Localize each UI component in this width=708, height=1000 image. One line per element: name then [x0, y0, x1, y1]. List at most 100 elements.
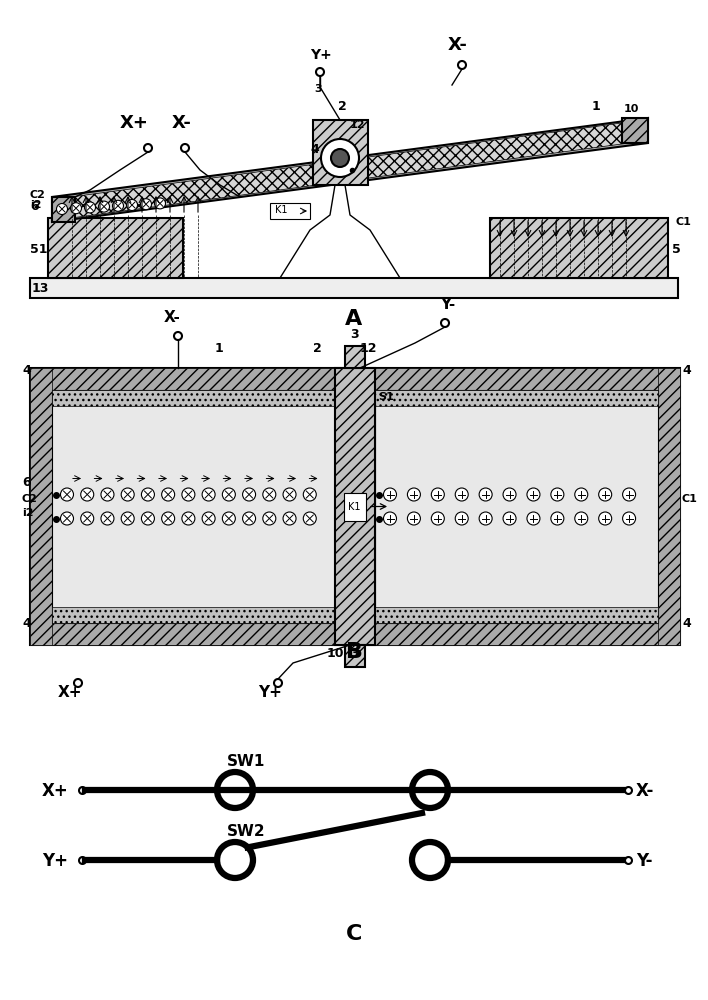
Circle shape	[412, 842, 448, 878]
Circle shape	[222, 488, 235, 501]
Text: X+: X+	[42, 782, 69, 800]
Polygon shape	[52, 197, 75, 222]
Text: 4: 4	[22, 364, 30, 377]
Bar	[270, 203, 310, 219]
Circle shape	[384, 488, 396, 501]
Circle shape	[303, 488, 316, 501]
Circle shape	[575, 512, 588, 525]
Circle shape	[431, 512, 445, 525]
Bar	[52, 390, 335, 406]
Circle shape	[551, 512, 564, 525]
Circle shape	[101, 512, 114, 525]
Circle shape	[142, 488, 154, 501]
Text: 12: 12	[350, 120, 365, 130]
Circle shape	[71, 203, 81, 214]
Bar	[52, 390, 335, 623]
Bar	[345, 346, 365, 368]
Circle shape	[121, 488, 135, 501]
Circle shape	[202, 488, 215, 501]
Circle shape	[202, 512, 215, 525]
Bar	[48, 218, 183, 278]
Circle shape	[384, 512, 396, 525]
Circle shape	[181, 144, 189, 152]
Text: 5: 5	[672, 243, 681, 256]
Text: 4: 4	[682, 617, 691, 630]
Circle shape	[127, 200, 137, 211]
Circle shape	[84, 202, 96, 213]
Bar	[30, 278, 678, 298]
Text: X-: X-	[448, 36, 468, 54]
Circle shape	[142, 512, 154, 525]
Text: C1: C1	[676, 217, 692, 227]
Bar	[52, 607, 335, 623]
Circle shape	[458, 61, 466, 69]
Circle shape	[551, 488, 564, 501]
Circle shape	[412, 772, 448, 808]
Text: i2: i2	[22, 508, 33, 518]
Text: B: B	[346, 642, 362, 662]
Circle shape	[217, 772, 253, 808]
Circle shape	[74, 679, 82, 687]
Bar	[375, 607, 658, 623]
Polygon shape	[622, 118, 648, 143]
Text: C: C	[346, 924, 362, 944]
Circle shape	[161, 512, 175, 525]
Text: 10: 10	[624, 104, 639, 114]
Text: 3: 3	[314, 84, 321, 94]
Circle shape	[622, 488, 636, 501]
Circle shape	[182, 512, 195, 525]
Circle shape	[321, 139, 359, 177]
Text: X-: X-	[636, 782, 654, 800]
Circle shape	[121, 512, 135, 525]
Circle shape	[222, 512, 235, 525]
Text: SW1: SW1	[227, 754, 266, 769]
Circle shape	[316, 68, 324, 76]
Bar	[30, 368, 680, 390]
Circle shape	[479, 488, 492, 501]
Text: 2: 2	[313, 342, 321, 355]
Text: K1: K1	[275, 205, 287, 215]
Bar	[30, 368, 680, 645]
Circle shape	[407, 488, 421, 501]
Text: 6: 6	[22, 477, 30, 489]
Text: K1: K1	[348, 502, 360, 512]
Text: X+: X+	[120, 114, 149, 132]
Circle shape	[407, 512, 421, 525]
Bar	[335, 368, 375, 645]
Text: 4: 4	[310, 143, 319, 156]
Text: 4: 4	[22, 617, 30, 630]
Circle shape	[161, 488, 175, 501]
Circle shape	[503, 512, 516, 525]
Circle shape	[527, 512, 540, 525]
Text: S1: S1	[378, 392, 394, 402]
Text: Y+: Y+	[258, 685, 282, 700]
Circle shape	[455, 512, 468, 525]
Text: 10: 10	[327, 647, 345, 660]
Circle shape	[283, 488, 296, 501]
Text: Y+: Y+	[310, 48, 332, 62]
Circle shape	[431, 488, 445, 501]
Bar	[313, 120, 368, 185]
Text: X-: X-	[172, 114, 192, 132]
Text: 13: 13	[32, 282, 50, 295]
Text: 51: 51	[30, 243, 47, 256]
Text: Y-: Y-	[636, 852, 653, 870]
Bar	[30, 368, 52, 645]
Text: X+: X+	[58, 685, 83, 700]
Circle shape	[174, 332, 182, 340]
Circle shape	[113, 200, 123, 211]
Bar	[345, 645, 365, 667]
Text: 2: 2	[338, 100, 347, 113]
Text: i2: i2	[30, 200, 42, 210]
Circle shape	[441, 319, 449, 327]
Circle shape	[527, 488, 540, 501]
Circle shape	[57, 204, 67, 215]
Text: C2: C2	[30, 190, 46, 200]
Circle shape	[455, 488, 468, 501]
Text: C2: C2	[22, 493, 38, 504]
Circle shape	[144, 144, 152, 152]
Circle shape	[81, 512, 93, 525]
Circle shape	[140, 199, 152, 210]
Bar	[375, 390, 658, 406]
Circle shape	[243, 488, 256, 501]
